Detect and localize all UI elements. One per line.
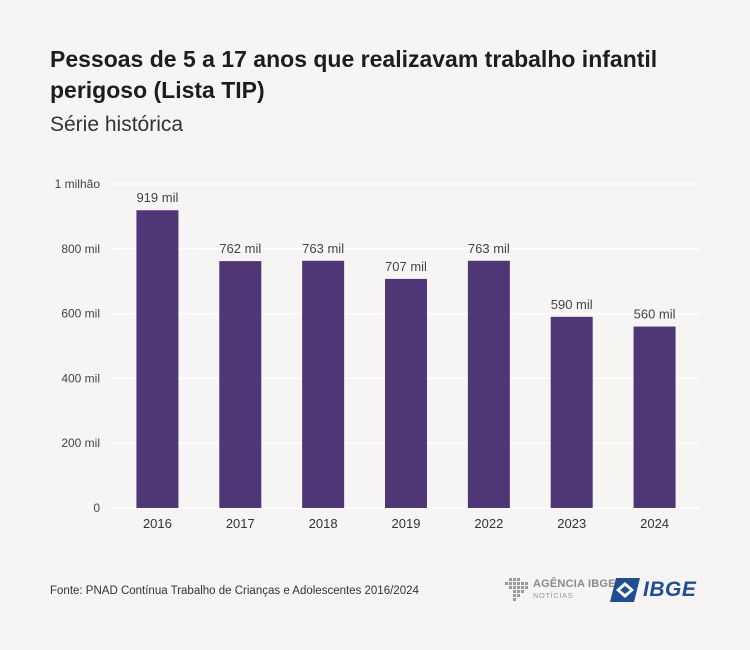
data-label-2017: 762 mil (219, 241, 261, 256)
data-label-2023: 590 mil (551, 297, 593, 312)
y-tick-label: 800 mil (61, 242, 100, 256)
y-tick-label: 200 mil (61, 436, 100, 450)
chart-subtitle: Série histórica (50, 113, 184, 136)
chart-title: Pessoas de 5 a 17 anos que realizavam tr… (50, 46, 658, 103)
ibge-wordmark: IBGE (643, 578, 697, 601)
bar-2016 (136, 210, 179, 508)
bar-2024 (633, 326, 676, 508)
bar-2023 (550, 316, 593, 508)
y-tick-label: 600 mil (61, 307, 100, 321)
bar-2019 (385, 278, 427, 508)
y-tick-label: 400 mil (61, 371, 100, 385)
x-axis-categories: 2016 2017 2018 2019 2022 2023 2024 (143, 516, 669, 531)
data-labels: 919 mil 762 mil 763 mil 707 mil 763 mil 590 m… (136, 190, 675, 321)
agencia-name: AGÊNCIA IBGE (533, 578, 616, 590)
bar-2017 (219, 261, 262, 508)
x-tick-label-2023: 2023 (557, 516, 586, 531)
data-label-2022: 763 mil (468, 241, 510, 256)
data-label-2019: 707 mil (385, 259, 427, 274)
x-tick-label-2017: 2017 (226, 516, 255, 531)
data-label-2018: 763 mil (302, 241, 344, 256)
y-tick-label: 0 (93, 501, 100, 515)
x-tick-label-2016: 2016 (143, 516, 172, 531)
y-tick-label: 1 milhão (55, 177, 101, 191)
bar-chart: 0 200 mil 400 mil 600 mil 800 mil 1 milhão 91… (55, 177, 700, 531)
bar-2018 (302, 260, 345, 508)
agencia-map-icon (505, 578, 528, 601)
x-tick-label-2022: 2022 (474, 516, 503, 531)
y-axis-ticks: 0 200 mil 400 mil 600 mil 800 mil 1 milhão (55, 177, 101, 515)
source-note: Fonte: PNAD Contínua Trabalho de Criança… (50, 585, 419, 597)
bar-2022 (467, 260, 510, 508)
data-label-2016: 919 mil (136, 190, 178, 205)
ibge-logo: IBGE (610, 576, 705, 604)
bars (136, 210, 676, 508)
x-tick-label-2024: 2024 (640, 516, 669, 531)
agencia-sub: NOTÍCIAS (533, 591, 574, 600)
data-label-2024: 560 mil (634, 307, 676, 322)
x-tick-label-2019: 2019 (392, 516, 421, 531)
x-tick-label-2018: 2018 (309, 516, 338, 531)
ibge-emblem-icon (610, 578, 640, 602)
agencia-ibge-logo: AGÊNCIA IBGE NOTÍCIAS (505, 576, 615, 602)
